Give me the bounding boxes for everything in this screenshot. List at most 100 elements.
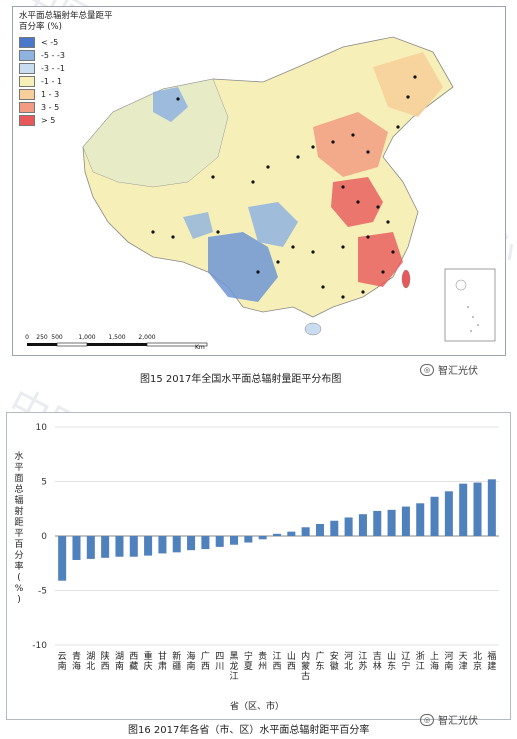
chart-caption: 图16 2017年各省（市、区）水平面总辐射距平百分率 bbox=[128, 725, 370, 736]
wechat-icon: ◎ bbox=[420, 363, 434, 376]
legend-label: -1 - 1 bbox=[41, 76, 63, 86]
bar bbox=[387, 509, 396, 536]
bar bbox=[258, 536, 267, 540]
bar bbox=[215, 536, 224, 547]
legend-label: 3 - 5 bbox=[41, 102, 60, 112]
x-tick-label: 青海 bbox=[72, 650, 81, 672]
north-red-zone bbox=[313, 112, 388, 177]
legend-label: < -5 bbox=[41, 37, 59, 47]
bar bbox=[344, 517, 353, 536]
legend-item: 3 - 5 bbox=[19, 101, 117, 114]
tibet-blue-zone bbox=[183, 212, 213, 239]
bar bbox=[201, 536, 210, 550]
legend-item: < -5 bbox=[19, 36, 117, 49]
x-tick-label: 内蒙古 bbox=[301, 650, 310, 682]
x-tick-label: 海南 bbox=[187, 650, 196, 672]
bar bbox=[72, 536, 81, 560]
legend-swatch bbox=[19, 76, 35, 87]
x-tick-label: 广西 bbox=[201, 650, 210, 672]
china-map bbox=[82, 36, 496, 342]
x-tick-label: 天津 bbox=[459, 652, 468, 672]
x-tick-label: 湖南 bbox=[115, 651, 124, 672]
chart-watermark-text: 智汇光伏 bbox=[438, 716, 478, 727]
sichuan-blue-zone bbox=[248, 202, 298, 247]
scale-bar: 0 250 500 1,000 1,500 2,000 Km bbox=[19, 325, 219, 351]
scale-tick-label: 0 bbox=[25, 334, 29, 341]
x-tick-label: 新疆 bbox=[172, 650, 181, 672]
bar bbox=[487, 479, 496, 536]
legend-item: > 5 bbox=[19, 114, 117, 127]
legend-swatch bbox=[19, 115, 35, 126]
taiwan-island bbox=[401, 269, 411, 289]
legend-swatch bbox=[19, 50, 35, 61]
bar bbox=[158, 536, 167, 554]
bar bbox=[101, 536, 110, 558]
scale-tick-label: 500 bbox=[51, 334, 63, 341]
legend-label: -5 - -3 bbox=[41, 50, 65, 60]
x-tick-label: 宁夏 bbox=[244, 650, 253, 672]
scale-tick-label: 2,000 bbox=[138, 334, 155, 341]
bar bbox=[459, 483, 468, 536]
chart-watermark: ◎ 智汇光伏 bbox=[420, 712, 478, 727]
x-tick-label: 河南 bbox=[444, 650, 453, 672]
bar bbox=[187, 536, 196, 551]
southwest-blue-zone bbox=[208, 232, 278, 302]
bar bbox=[287, 531, 296, 536]
x-tick-label: 广东 bbox=[315, 650, 324, 672]
legend-label: -3 - -1 bbox=[41, 63, 65, 73]
bar bbox=[373, 510, 382, 536]
map-watermark: ◎ 智汇光伏 bbox=[420, 362, 478, 377]
x-tick-label: 江西 bbox=[272, 651, 281, 672]
bar bbox=[230, 536, 239, 545]
legend-label: 1 - 3 bbox=[41, 89, 60, 99]
y-tick-label: 5 bbox=[41, 478, 47, 488]
y-tick-label: -5 bbox=[38, 587, 47, 597]
legend-swatch bbox=[19, 102, 35, 113]
x-tick-label: 西藏 bbox=[129, 651, 138, 672]
map-caption: 图15 2017年全国水平面总辐射量距平分布图 bbox=[140, 374, 342, 385]
x-tick-label: 山西 bbox=[287, 651, 296, 672]
south-china-sea-inset bbox=[444, 268, 496, 342]
bar bbox=[244, 536, 253, 543]
x-tick-label: 辽宁 bbox=[401, 651, 410, 672]
bar bbox=[272, 533, 282, 536]
legend-item: -5 - -3 bbox=[19, 49, 117, 62]
bar bbox=[401, 506, 410, 536]
x-tick-label: 贵州 bbox=[258, 650, 267, 672]
bar bbox=[444, 491, 453, 536]
x-axis-label: 省（区、市） bbox=[230, 700, 284, 712]
legend-item: 1 - 3 bbox=[19, 88, 117, 101]
x-tick-label: 四川 bbox=[215, 652, 224, 672]
x-tick-label: 北京 bbox=[473, 651, 482, 672]
y-tick-label: 10 bbox=[36, 423, 48, 433]
bar bbox=[416, 503, 425, 536]
bar bbox=[86, 536, 95, 559]
x-tick-label: 安徽 bbox=[330, 650, 339, 672]
bar bbox=[144, 536, 153, 556]
northwest-region bbox=[82, 78, 229, 188]
wechat-icon: ◎ bbox=[420, 713, 434, 726]
scale-tick-label: 250 bbox=[36, 334, 48, 341]
x-tick-label: 黑龙江 bbox=[230, 651, 239, 682]
map-watermark-text: 智汇光伏 bbox=[438, 366, 478, 377]
legend-swatch bbox=[19, 37, 35, 48]
bar bbox=[330, 520, 339, 536]
x-tick-label: 浙江 bbox=[416, 650, 425, 672]
bar bbox=[358, 514, 367, 536]
scale-unit: Km bbox=[195, 344, 205, 351]
x-tick-label: 吉林 bbox=[373, 651, 382, 672]
x-tick-label: 甘肃 bbox=[158, 650, 167, 672]
x-tick-label: 湖北 bbox=[86, 651, 95, 672]
bar bbox=[473, 482, 482, 536]
legend-item: -1 - 1 bbox=[19, 75, 117, 88]
map-panel: 水平面总辐射年总量距平百分率 (%) < -5 -5 - -3 -3 - -1 -1 … bbox=[12, 6, 506, 356]
bar bbox=[115, 536, 124, 557]
y-tick-label: 0 bbox=[41, 532, 47, 542]
legend-swatch bbox=[19, 89, 35, 100]
map-legend: 水平面总辐射年总量距平百分率 (%) < -5 -5 - -3 -3 - -1 -1 … bbox=[19, 11, 117, 127]
bar bbox=[58, 536, 67, 581]
southeast-red-zone bbox=[358, 232, 403, 287]
bar bbox=[172, 536, 181, 553]
legend-label: > 5 bbox=[41, 115, 56, 125]
legend-item: -3 - -1 bbox=[19, 62, 117, 75]
